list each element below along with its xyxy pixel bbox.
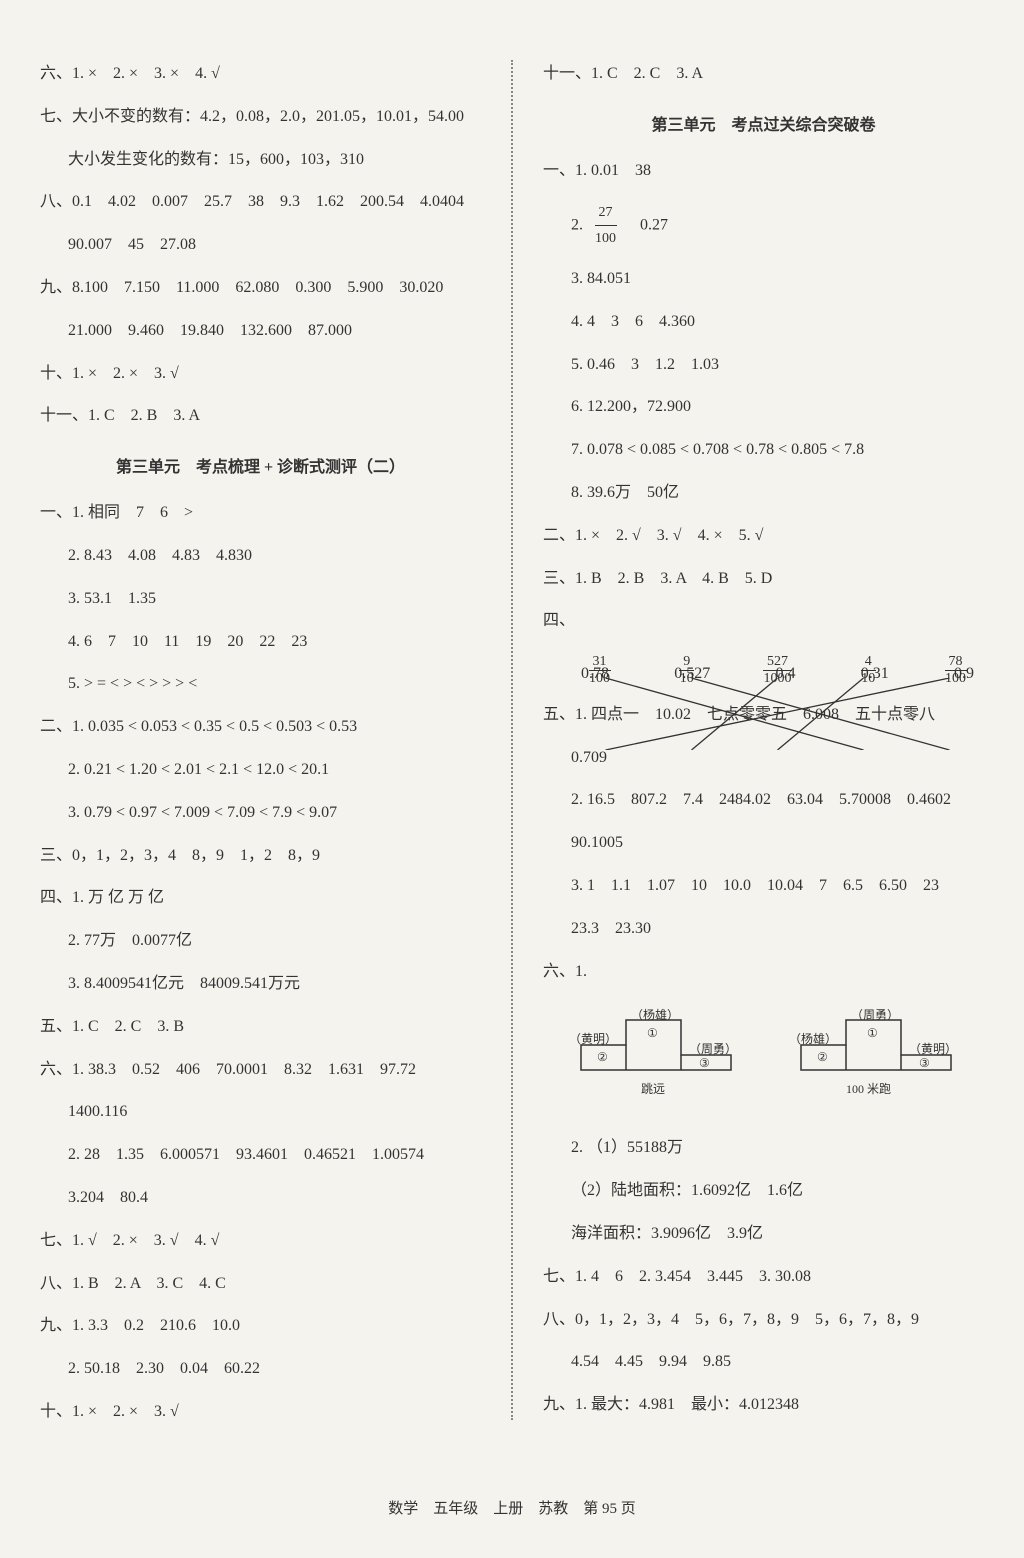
answer-line: 3.204 80.4	[40, 1184, 481, 1213]
left-column: 六、1. × 2. × 3. × 4. √ 七、大小不变的数有：4.2，0.08…	[40, 60, 481, 1420]
answer-line: 5. 0.46 3 1.2 1.03	[543, 351, 984, 380]
matching-bottom-value: 0.78	[581, 665, 609, 683]
answer-line: 3. 8.4009541亿元 84009.541万元	[40, 970, 481, 999]
answer-line: （2）陆地面积：1.6092亿 1.6亿	[543, 1177, 984, 1206]
answer-line: 8. 39.6万 50亿	[543, 479, 984, 508]
matching-bottom-value: 0.527	[674, 665, 710, 683]
answer-line: 八、1. B 2. A 3. C 4. C	[40, 1270, 481, 1299]
diagram-num: ③	[699, 1056, 710, 1071]
answer-line: 一、1. 0.01 38	[543, 157, 984, 186]
answer-line: 七、大小不变的数有：4.2，0.08，2.0，201.05，10.01，54.0…	[40, 103, 481, 132]
diagram-num: ①	[647, 1026, 658, 1041]
answer-line: 5. > = < > < > > > <	[40, 670, 481, 699]
answer-line: 23.3 23.30	[543, 915, 984, 944]
diagram-num: ②	[597, 1050, 608, 1065]
column-divider	[511, 60, 513, 1420]
answer-line: 八、0，1，2，3，4 5，6，7，8，9 5，6，7，8，9	[543, 1306, 984, 1335]
answer-line: 七、1. √ 2. × 3. √ 4. √	[40, 1227, 481, 1256]
answer-line: 六、1. × 2. × 3. × 4. √	[40, 60, 481, 89]
matching-bottom-value: 0.4	[776, 665, 796, 683]
answer-line: 六、1. 38.3 0.52 406 70.0001 8.32 1.631 97…	[40, 1056, 481, 1085]
diagram-title: 100 米跑	[846, 1080, 891, 1097]
answer-line: 十、1. × 2. × 3. √	[40, 1398, 481, 1427]
answer-line: 2. （1）55188万	[543, 1134, 984, 1163]
answer-line: 2. 0.21 < 1.20 < 2.01 < 2.1 < 12.0 < 20.…	[40, 756, 481, 785]
answer-line: 7. 0.078 < 0.085 < 0.708 < 0.78 < 0.805 …	[543, 436, 984, 465]
matching-bottom-row: 0.78 0.527 0.4 0.31 0.9	[571, 665, 984, 683]
diagram-label: （周勇）	[851, 1006, 899, 1023]
matching-lines	[571, 678, 984, 750]
answer-line: 2. 77万 0.0077亿	[40, 927, 481, 956]
text: 0.27	[624, 216, 668, 233]
answer-line: 一、1. 相同 7 6 >	[40, 499, 481, 528]
matching-diagram: 31100910527100041078100 0.780.5270.40.31…	[571, 654, 984, 683]
answer-line: 21.000 9.460 19.840 132.600 87.000	[40, 317, 481, 346]
answer-line: 三、1. B 2. B 3. A 4. B 5. D	[543, 565, 984, 594]
answer-line: 九、1. 3.3 0.2 210.6 10.0	[40, 1312, 481, 1341]
answer-line: 90.007 45 27.08	[40, 231, 481, 260]
diagram-row: （杨雄） （黄明） （周勇） ① ② ③ 跳远 （周勇） （杨雄） （黄明） ①…	[571, 1000, 984, 1120]
answer-line: 海洋面积：3.9096亿 3.9亿	[543, 1220, 984, 1249]
diagram-100m: （周勇） （杨雄） （黄明） ① ② ③ 100 米跑	[791, 1000, 981, 1120]
page-columns: 六、1. × 2. × 3. × 4. √ 七、大小不变的数有：4.2，0.08…	[40, 60, 984, 1420]
answer-line: 九、8.100 7.150 11.000 62.080 0.300 5.900 …	[40, 274, 481, 303]
answer-line: 90.1005	[543, 829, 984, 858]
answer-line: 六、1.	[543, 958, 984, 987]
right-column: 十一、1. C 2. C 3. A 第三单元 考点过关综合突破卷 一、1. 0.…	[543, 60, 984, 1420]
diagram-num: ③	[919, 1056, 930, 1071]
answer-line: 九、1. 最大：4.981 最小：4.012348	[543, 1391, 984, 1420]
answer-line: 七、1. 4 6 2. 3.454 3.445 3. 30.08	[543, 1263, 984, 1292]
diagram-title: 跳远	[641, 1080, 665, 1097]
answer-line: 3. 53.1 1.35	[40, 585, 481, 614]
section-title: 第三单元 考点过关综合突破卷	[543, 111, 984, 135]
answer-line: 2. 16.5 807.2 7.4 2484.02 63.04 5.70008 …	[543, 786, 984, 815]
answer-line: 八、0.1 4.02 0.007 25.7 38 9.3 1.62 200.54…	[40, 188, 481, 217]
matching-bottom-value: 0.9	[954, 665, 974, 683]
answer-line: 3. 84.051	[543, 265, 984, 294]
matching-label: 四、	[543, 607, 984, 636]
answer-line-frac: 2. 27 100 0.27	[543, 200, 984, 251]
answer-line: 三、0，1，2，3，4 8，9 1，2 8，9	[40, 842, 481, 871]
answer-line: 十、1. × 2. × 3. √	[40, 360, 481, 389]
answer-line: 3. 1 1.1 1.07 10 10.0 10.04 7 6.5 6.50 2…	[543, 872, 984, 901]
answer-line: 6. 12.200，72.900	[543, 393, 984, 422]
answer-line: 二、1. 0.035 < 0.053 < 0.35 < 0.5 < 0.503 …	[40, 713, 481, 742]
answer-line: 大小发生变化的数有：15，600，103，310	[40, 146, 481, 175]
answer-line: 1400.116	[40, 1098, 481, 1127]
page-footer: 数学 五年级 上册 苏教 第 95 页	[0, 1497, 1024, 1518]
answer-line: 二、1. × 2. √ 3. √ 4. × 5. √	[543, 522, 984, 551]
fraction-denominator: 100	[591, 226, 620, 251]
answer-line: 4.54 4.45 9.94 9.85	[543, 1348, 984, 1377]
matching-bottom-value: 0.31	[861, 665, 889, 683]
answer-line: 2. 28 1.35 6.000571 93.4601 0.46521 1.00…	[40, 1141, 481, 1170]
answer-line: 2. 50.18 2.30 0.04 60.22	[40, 1355, 481, 1384]
answer-line: 十一、1. C 2. C 3. A	[543, 60, 984, 89]
answer-line: 3. 0.79 < 0.97 < 7.009 < 7.09 < 7.9 < 9.…	[40, 799, 481, 828]
diagram-num: ①	[867, 1026, 878, 1041]
section-title: 第三单元 考点梳理 + 诊断式测评（二）	[40, 453, 481, 477]
diagram-label: （黄明）	[569, 1030, 617, 1047]
fraction-numerator: 27	[595, 200, 617, 226]
answer-line: 十一、1. C 2. B 3. A	[40, 402, 481, 431]
diagram-label: （杨雄）	[789, 1030, 837, 1047]
diagram-label: （黄明）	[909, 1040, 957, 1057]
diagram-num: ②	[817, 1050, 828, 1065]
fraction: 27 100	[591, 200, 620, 251]
answer-line: 五、1. C 2. C 3. B	[40, 1013, 481, 1042]
answer-line: 2. 8.43 4.08 4.83 4.830	[40, 542, 481, 571]
label: 四、	[543, 612, 575, 629]
diagram-label: （周勇）	[689, 1040, 737, 1057]
answer-line: 四、1. 万 亿 万 亿	[40, 884, 481, 913]
diagram-tiaoyuan: （杨雄） （黄明） （周勇） ① ② ③ 跳远	[571, 1000, 761, 1120]
answer-line: 4. 4 3 6 4.360	[543, 308, 984, 337]
diagram-label: （杨雄）	[631, 1006, 679, 1023]
answer-line: 4. 6 7 10 11 19 20 22 23	[40, 628, 481, 657]
